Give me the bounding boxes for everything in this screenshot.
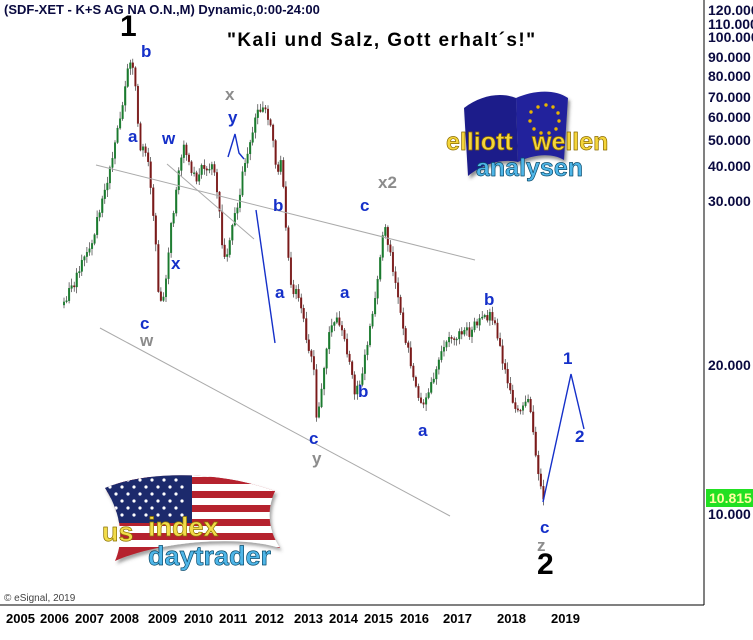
svg-text:daytrader: daytrader [148,541,272,571]
svg-text:wellen: wellen [531,128,608,156]
svg-text:analysen: analysen [476,154,583,182]
svg-text:index: index [148,512,219,542]
svg-text:elliott: elliott [446,128,513,156]
svg-text:us: us [102,517,134,547]
